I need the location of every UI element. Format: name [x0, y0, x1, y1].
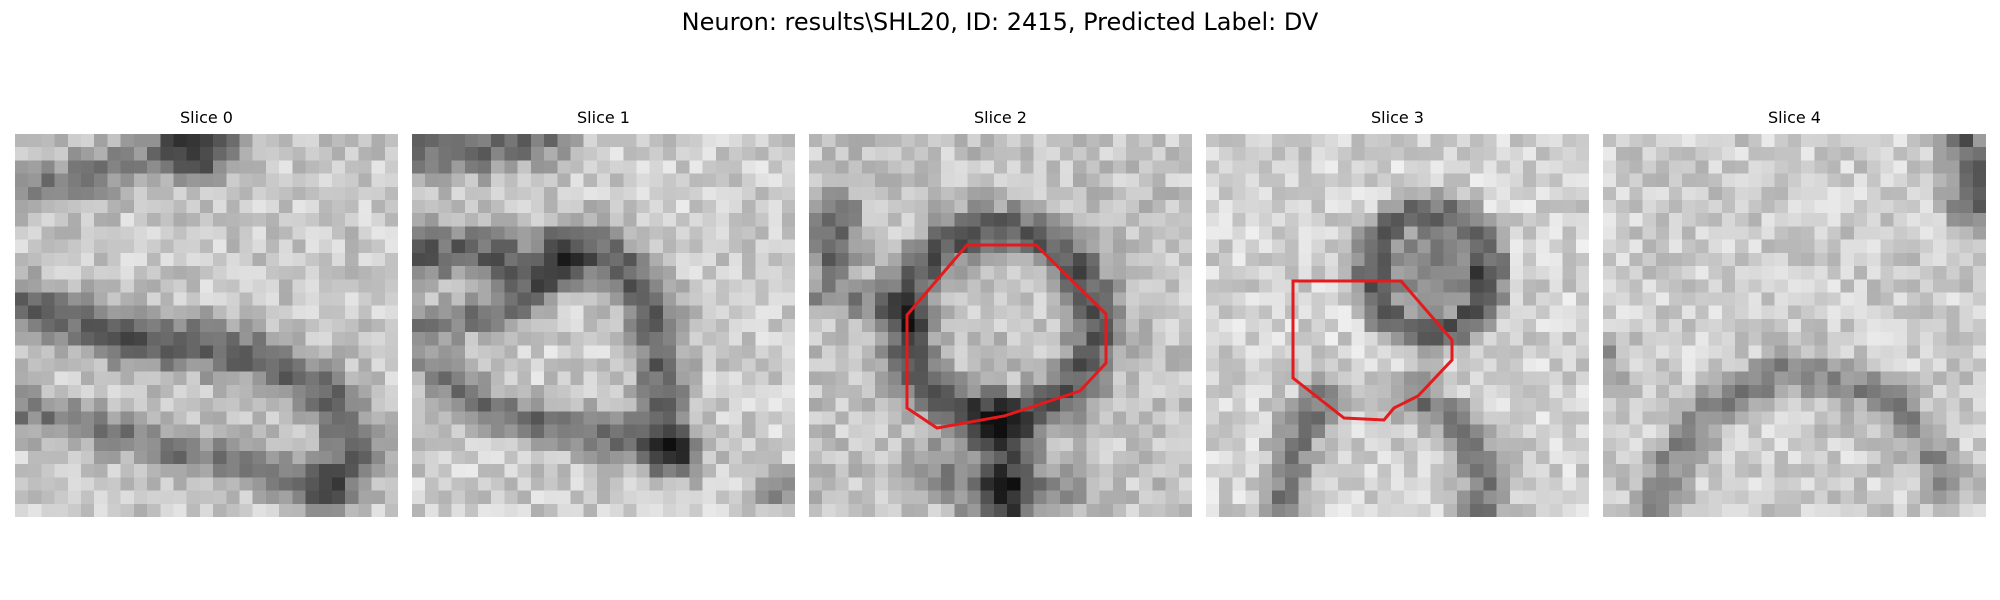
- slice-title: Slice 3: [1371, 108, 1424, 127]
- slice-panel-0: Slice 0: [15, 108, 398, 517]
- slice-image: [1603, 134, 1986, 517]
- slice-image: [412, 134, 795, 517]
- slice-panel-4: Slice 4: [1603, 108, 1986, 517]
- slice-title: Slice 1: [577, 108, 630, 127]
- slice-panel-3: Slice 3: [1206, 108, 1589, 517]
- slice-image: [15, 134, 398, 517]
- slice-panel-1: Slice 1: [412, 108, 795, 517]
- slice-title: Slice 0: [180, 108, 233, 127]
- slice-panel-2: Slice 2: [809, 108, 1192, 517]
- figure-title: Neuron: results\SHL20, ID: 2415, Predict…: [681, 8, 1319, 36]
- slice-title: Slice 2: [974, 108, 1027, 127]
- slice-image: [1206, 134, 1589, 517]
- slice-title: Slice 4: [1768, 108, 1821, 127]
- slice-image: [809, 134, 1192, 517]
